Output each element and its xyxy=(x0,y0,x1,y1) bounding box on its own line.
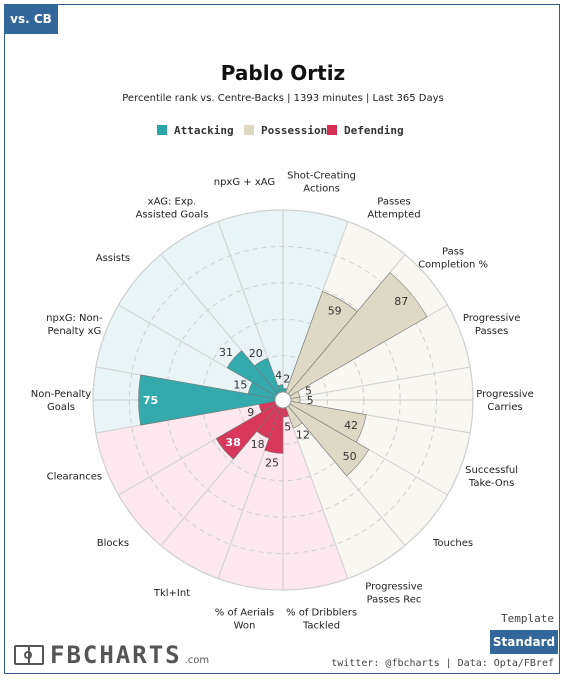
sector-background xyxy=(285,406,406,579)
category-label: Shot-Creating Actions xyxy=(287,170,356,194)
legend-swatch-attacking xyxy=(157,125,167,135)
category-label: Blocks xyxy=(97,538,129,549)
value-label: 59 xyxy=(328,304,342,317)
value-label: 38 xyxy=(225,436,240,449)
category-label: Successful Take-Ons xyxy=(465,465,518,489)
sector-background xyxy=(283,210,348,393)
value-label: 50 xyxy=(343,450,357,463)
sector-background xyxy=(289,305,471,399)
value-label: 18 xyxy=(251,438,265,451)
category-label: % of Aerials Won xyxy=(215,608,274,632)
sector-background xyxy=(95,401,277,495)
sector-background xyxy=(160,406,281,579)
category-label: Passes Attempted xyxy=(367,197,420,221)
category-label: xAG: Exp. Assisted Goals xyxy=(136,197,209,221)
value-label: 5 xyxy=(284,421,291,434)
sector-background xyxy=(160,221,281,394)
sector-background xyxy=(283,407,348,590)
sector-background xyxy=(218,210,283,393)
value-label: 12 xyxy=(296,429,310,442)
category-label: Assists xyxy=(96,253,130,264)
value-label: 9 xyxy=(247,406,254,419)
legend-swatch-possession xyxy=(244,125,254,135)
sector-background xyxy=(95,305,277,399)
sector-divider xyxy=(285,407,349,579)
template-label: Template xyxy=(501,612,554,625)
value-label: 5 xyxy=(307,394,314,407)
legend-swatch-defending xyxy=(327,125,337,135)
category-label: npxG: Non-Penalty xG xyxy=(46,313,103,337)
logo-text: FBCHARTS xyxy=(50,641,182,669)
category-label: Non-Penalty Goals xyxy=(31,389,92,413)
category-label: Progressive Passes xyxy=(463,313,521,337)
category-label: Progressive Passes Rec xyxy=(365,581,423,605)
value-label: 75 xyxy=(143,394,158,407)
legend-label-attacking: Attacking xyxy=(174,124,234,137)
category-label: npxG + xAG xyxy=(214,177,275,188)
pitch-icon xyxy=(14,645,44,665)
fbcharts-logo: FBCHARTS .com xyxy=(14,641,210,669)
sector-background xyxy=(218,407,283,590)
value-label: 87 xyxy=(394,295,408,308)
value-label: 2 xyxy=(283,373,290,386)
category-label: Pass Completion % xyxy=(418,246,488,270)
chart-subtitle: Percentile rank vs. Centre-Backs | 1393 … xyxy=(122,93,444,104)
value-label: 25 xyxy=(265,457,279,470)
value-label: 15 xyxy=(233,379,247,392)
center-hub xyxy=(274,391,292,409)
sector-divider xyxy=(290,366,471,400)
value-label: 4 xyxy=(275,369,282,382)
category-label: % of Dribblers Tackled xyxy=(286,608,357,632)
vs-cb-tab[interactable]: vs. CB xyxy=(4,4,58,34)
standard-button[interactable]: Standard xyxy=(490,630,558,654)
chart-legend: Attacking Possession Defending xyxy=(157,124,404,137)
value-label: 31 xyxy=(219,346,233,359)
data-credit: twitter: @fbcharts | Data: Opta/FBref xyxy=(331,658,554,669)
category-label: Clearances xyxy=(47,471,102,482)
value-label: 5 xyxy=(305,385,312,398)
legend-label-defending: Defending xyxy=(344,124,404,137)
chart-title: Pablo Ortiz xyxy=(221,61,345,85)
category-label: Progressive Carries xyxy=(476,389,534,413)
value-label: 42 xyxy=(344,419,358,432)
category-label: Touches xyxy=(432,538,473,549)
logo-suffix: .com xyxy=(184,654,210,666)
category-label: Tkl+Int xyxy=(153,588,190,599)
legend-label-possession: Possession xyxy=(261,124,327,137)
value-label: 20 xyxy=(249,347,263,360)
